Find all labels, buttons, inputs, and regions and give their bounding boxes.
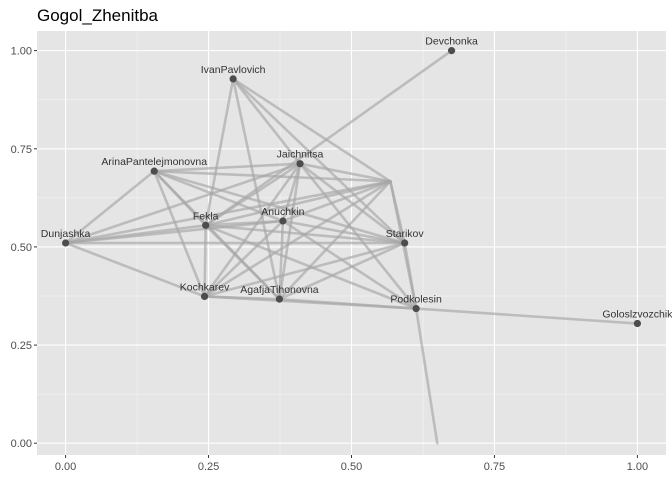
node-Dunjashka [61,239,70,247]
x-axis: 0.00 0.25 0.50 0.75 1.00 [55,455,648,473]
edge-Kochkarev-hub [203,180,392,298]
edge-IvanPavlovich-AgafjaTihonovna [231,77,281,301]
x-tick-label: 0.00 [55,461,76,473]
node-label-Kochkarev: Kochkarev [180,281,230,293]
node-Starikov [401,239,409,247]
chart-title: Gogol_Zhenitba [37,6,159,25]
edge-IvanPavlovich-Jaichnitsa [231,77,302,165]
node-Podkolesin [412,304,420,313]
x-tick-label: 0.75 [484,461,505,473]
edge-Jaichnitsa-Anuchkin [281,162,302,223]
node-Anuchkin [279,217,287,225]
edge-Podkolesin-bottom [414,307,439,445]
edge-Podkolesin-Goloslzvozchik [414,307,639,325]
edge-Dunjashka-Kochkarev [64,241,206,298]
edge-Jaichnitsa-Dunjashka [64,162,302,245]
edge-AgafjaTihonovna-Starikov [278,241,406,301]
x-tick-label: 0.25 [198,461,219,473]
edge-Fekla-AgafjaTihonovna [204,224,281,301]
edge-Fekla-Anuchkin [204,219,285,227]
node-ArinaPantelejmonovna [150,167,158,175]
x-tick-label: 0.50 [341,461,362,473]
edge-ArinaPantelejmonovna-Kochkarev [152,169,206,298]
edges [64,49,639,445]
edge-Anuchkin-Kochkarev [203,219,285,298]
node-label-Jaichnitsa: Jaichnitsa [277,149,324,161]
y-tick-label: 0.25 [11,340,32,352]
edge-Fekla-hub [204,180,392,227]
edge-IvanPavlovich-Fekla [204,77,235,227]
node-Jaichnitsa [296,160,304,168]
edge-Dunjashka-Anuchkin [64,219,285,245]
edge-Jaichnitsa-Starikov [298,162,406,245]
node-AgafjaTihonovna [275,295,284,303]
node-label-Starikov: Starikov [386,228,425,240]
edge-Anuchkin-hub [281,180,392,223]
edge-Dunjashka-hub [64,180,392,245]
node-IvanPavlovich [229,75,237,83]
edge-Jaichnitsa-hub [298,162,392,183]
node-label-Anuchkin: Anuchkin [261,206,304,218]
nodes [61,47,642,328]
x-tick-label: 1.00 [627,461,648,473]
y-axis: 0.00 0.25 0.50 0.75 1.00 [11,46,37,450]
edge-AgafjaTihonovna-Podkolesin [278,297,418,310]
edge-ArinaPantelejmonovna-hub [152,169,392,183]
edge-AgafjaTihonovna-hub [278,180,392,301]
y-tick-label: 0.75 [11,144,32,156]
node-label-ArinaPantelejmonovna: ArinaPantelejmonovna [101,156,207,168]
edge-Devchonka-Fekla [204,49,453,227]
y-tick-label: 0.00 [11,438,32,450]
node-Goloslzvozchik [633,319,642,328]
edge-ArinaPantelejmonovna-Dunjashka [64,169,156,245]
node-label-Devchonka: Devchonka [425,36,478,48]
y-tick-label: 0.50 [11,242,32,254]
edge-Jaichnitsa-Podkolesin [298,162,418,310]
node-labels: Devchonka IvanPavlovich Jaichnitsa ArinaPan… [41,36,672,321]
node-label-AgafjaTihonovna: AgafjaTihonovna [240,284,319,296]
node-label-Dunjashka: Dunjashka [41,228,91,240]
node-label-IvanPavlovich: IvanPavlovich [201,64,266,76]
edge-Fekla-Kochkarev [203,224,207,298]
node-Fekla [202,221,210,229]
edge-Kochkarev-Starikov [203,241,406,298]
y-tick-label: 1.00 [11,46,32,58]
node-Kochkarev [200,292,209,300]
node-label-Podkolesin: Podkolesin [390,294,442,306]
edge-hub-Starikov [389,180,406,245]
node-label-Fekla: Fekla [193,210,219,222]
edge-ArinaPantelejmonovna-Jaichnitsa [152,162,302,173]
edge-Anuchkin-AgafjaTihonovna [278,219,285,301]
node-Devchonka [447,47,456,55]
edge-IvanPavlovich-Starikov [231,77,406,245]
node-label-Goloslzvozchik: Goloslzvozchik [602,308,672,320]
edge-IvanPavlovich-hub [231,77,392,183]
edge-Jaichnitsa-Fekla [204,162,302,227]
